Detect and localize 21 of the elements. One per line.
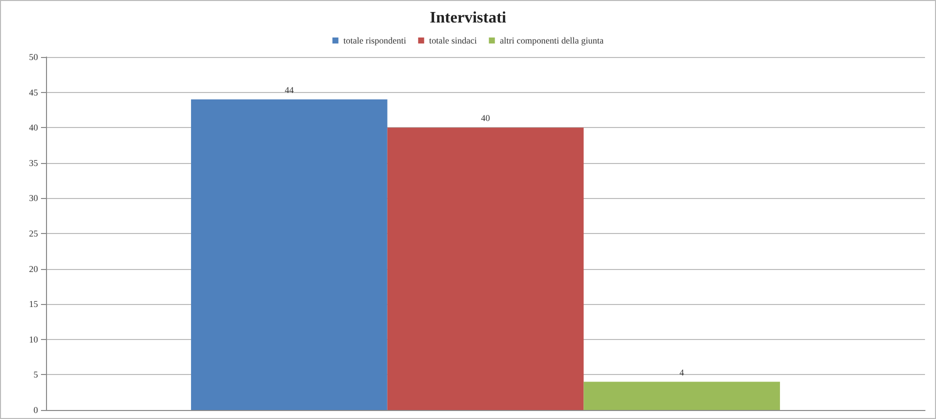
y-tick-label: 10 (29, 334, 38, 344)
y-tick-label: 40 (29, 122, 38, 133)
y-tick-label: 30 (29, 193, 38, 204)
data-label: 4 (680, 367, 685, 378)
y-tick-label: 45 (29, 87, 38, 98)
legend-label: totale sindaci (429, 36, 478, 46)
data-label: 44 (284, 84, 294, 95)
y-tick-label: 5 (34, 370, 38, 380)
y-tick-label: 15 (29, 299, 38, 310)
bar (191, 99, 388, 410)
y-tick-label: 0 (34, 405, 38, 415)
legend-label: totale rispondenti (343, 36, 407, 46)
bar (387, 128, 584, 410)
data-label: 40 (481, 113, 490, 124)
legend-label: altri componenti della giunta (500, 36, 604, 46)
chart-title: Intervistati (430, 10, 507, 26)
bar (584, 382, 780, 410)
y-tick-label: 25 (29, 228, 38, 238)
y-tick-label: 50 (29, 52, 38, 62)
y-tick-label: 20 (29, 264, 38, 274)
y-tick-label: 35 (29, 158, 38, 168)
